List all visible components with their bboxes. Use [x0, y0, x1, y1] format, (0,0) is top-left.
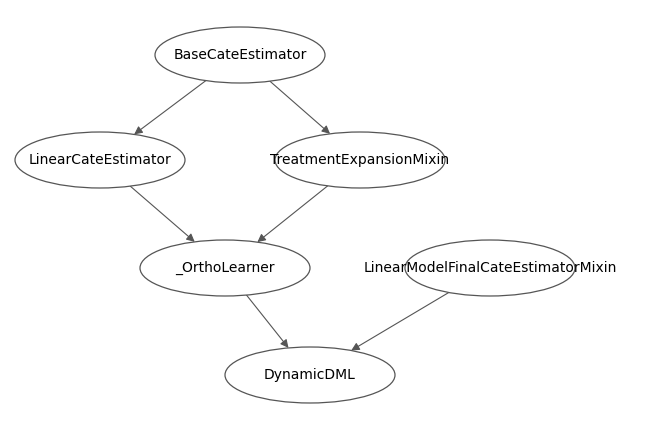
Ellipse shape	[275, 132, 445, 188]
Text: LinearCateEstimator: LinearCateEstimator	[29, 153, 171, 167]
Ellipse shape	[15, 132, 185, 188]
Text: TreatmentExpansionMixin: TreatmentExpansionMixin	[270, 153, 450, 167]
Ellipse shape	[225, 347, 395, 403]
Ellipse shape	[155, 27, 325, 83]
Ellipse shape	[140, 240, 310, 296]
Text: LinearModelFinalCateEstimatorMixin: LinearModelFinalCateEstimatorMixin	[364, 261, 617, 275]
Text: DynamicDML: DynamicDML	[264, 368, 356, 382]
Ellipse shape	[405, 240, 575, 296]
Text: BaseCateEstimator: BaseCateEstimator	[173, 48, 306, 62]
Text: _OrthoLearner: _OrthoLearner	[175, 261, 275, 275]
